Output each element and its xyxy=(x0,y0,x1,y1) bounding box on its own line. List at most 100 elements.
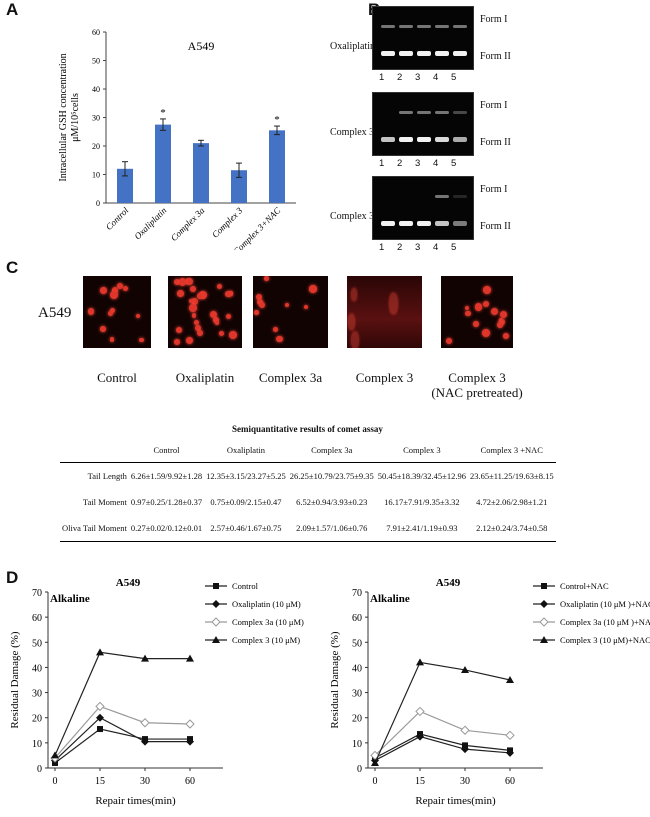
comet-cell xyxy=(499,310,507,319)
gel-label: Complex 3 xyxy=(330,211,375,222)
series-line xyxy=(374,661,511,764)
lane-number: 5 xyxy=(451,242,457,253)
lane-number: 1 xyxy=(379,158,385,169)
comet-cell xyxy=(258,301,266,309)
y-tick-label: 10 xyxy=(92,171,100,180)
table-cell: 0.27±0.02/0.12±0.01 xyxy=(128,515,205,542)
data-point xyxy=(96,648,104,656)
data-point xyxy=(416,732,424,741)
comet-image-label: Control xyxy=(97,370,137,385)
bar xyxy=(193,143,209,203)
data-point xyxy=(461,665,469,673)
comet-cell xyxy=(285,302,290,307)
panel-letter-a: A xyxy=(6,0,19,19)
table-row: Tail Moment 0.97±0.25/1.28±0.37 0.75±0.09/… xyxy=(60,489,556,515)
comet-cell xyxy=(176,326,183,333)
comet-cell xyxy=(303,304,308,309)
comet-cell xyxy=(352,332,358,348)
comet-cell xyxy=(189,304,198,312)
comet-cell xyxy=(185,337,193,345)
table-header-cell: Complex 3 xyxy=(375,438,468,463)
comet-cell xyxy=(100,326,106,332)
comet-cell xyxy=(464,305,469,311)
table-cell: 0.75±0.09/2.15±0.47 xyxy=(210,497,282,507)
table-row-label: Tail Length xyxy=(87,471,127,481)
y-tick-label: 70 xyxy=(352,588,362,599)
gel-band xyxy=(399,25,413,28)
table-header-cell: Complex 3 +NAC xyxy=(467,438,556,463)
table-row-label: Oliva Tail Moment xyxy=(60,515,129,542)
comet-cell xyxy=(482,301,489,308)
y-tick-label: 40 xyxy=(352,663,362,674)
comet-cell xyxy=(108,311,113,316)
comet-image-label: Oxaliplatin xyxy=(175,370,235,385)
series-line xyxy=(54,705,191,759)
y-tick-label: 20 xyxy=(352,714,362,725)
comet-cell-line: A549 xyxy=(38,305,72,321)
x-tick-label: Control xyxy=(104,205,131,232)
comet-cell xyxy=(225,290,233,298)
data-point xyxy=(97,726,103,733)
lane-number: 2 xyxy=(397,72,403,83)
comet-image xyxy=(168,276,242,348)
y-tick-label: 60 xyxy=(352,613,362,624)
gel-label: Complex 3a xyxy=(330,127,379,138)
legend-label: Complex 3 (10 μM) xyxy=(232,635,300,645)
panel-letter-d: D xyxy=(6,568,19,587)
table-cell: 2.12±0.24/3.74±0.58 xyxy=(467,515,556,542)
y-tick-label: 40 xyxy=(32,663,42,674)
comet-cell xyxy=(196,329,203,336)
comet-cell xyxy=(474,302,483,311)
data-point xyxy=(186,654,194,662)
gsh-bar-chart: A549 0 10 20 30 40 50 60 Intracellular GSH conce… xyxy=(58,28,296,250)
form-i-label: Form I xyxy=(480,14,508,25)
table-cell: 26.25±10.79/23.75±9.35 xyxy=(289,471,374,481)
form-ii-label: Form II xyxy=(480,137,511,148)
comet-cell xyxy=(217,284,222,290)
gel-band xyxy=(381,137,395,142)
legend-marker xyxy=(541,583,547,589)
data-point xyxy=(95,701,105,712)
y-axis-label-line: μM/10⁵cells xyxy=(70,93,81,142)
x-axis-label: Repair times(min) xyxy=(95,795,176,807)
gel-band xyxy=(399,51,413,56)
legend-label: Complex 3 (10 μM)+NAC xyxy=(560,635,650,645)
data-point xyxy=(141,654,149,662)
lane-number: 5 xyxy=(451,158,457,169)
table-cell: 50.45±18.39/32.45±12.96 xyxy=(377,471,466,481)
series-line xyxy=(374,710,511,756)
data-point xyxy=(141,737,149,746)
data-point xyxy=(461,745,469,754)
lane-number: 4 xyxy=(433,72,439,83)
x-tick-label: 15 xyxy=(95,776,105,787)
legend-marker xyxy=(211,617,221,627)
bar xyxy=(155,124,171,203)
bar xyxy=(269,130,285,203)
comet-cell xyxy=(275,335,283,343)
legend-marker xyxy=(540,600,548,608)
gel-band xyxy=(381,25,395,28)
comet-table: Control Oxaliplatin Complex 3a Complex 3 Com… xyxy=(60,438,556,542)
y-tick-label: 50 xyxy=(32,638,42,649)
gel-band xyxy=(453,25,467,28)
gel-band xyxy=(417,51,431,56)
comet-cell xyxy=(445,338,452,344)
comet-image xyxy=(441,276,513,348)
gel-band xyxy=(453,137,467,142)
y-tick-label: 0 xyxy=(37,764,42,775)
table-header-cell: Oxaliplatin xyxy=(204,438,288,463)
lane-number: 1 xyxy=(379,242,385,253)
comet-cell xyxy=(483,285,492,294)
residual-damage-chart-left: A549 Alkaline 0 10 20 30 40 50 60 70 0 15 30 60 Residu… xyxy=(9,577,304,807)
table-row: Tail Length 6.26±1.59/9.92±1.28 12.35±3.15… xyxy=(60,463,556,490)
panel-letter-c: C xyxy=(6,258,19,277)
comet-cell xyxy=(272,326,278,332)
legend-marker xyxy=(539,617,549,627)
gel-band xyxy=(381,221,395,226)
y-tick-label: 20 xyxy=(92,142,100,151)
table-row-label: Tail Moment xyxy=(82,497,127,507)
comet-cell xyxy=(348,314,355,331)
legend-marker xyxy=(212,636,220,643)
series-line xyxy=(54,728,190,764)
legend-label: Complex 3a (10 μM) xyxy=(232,617,304,627)
